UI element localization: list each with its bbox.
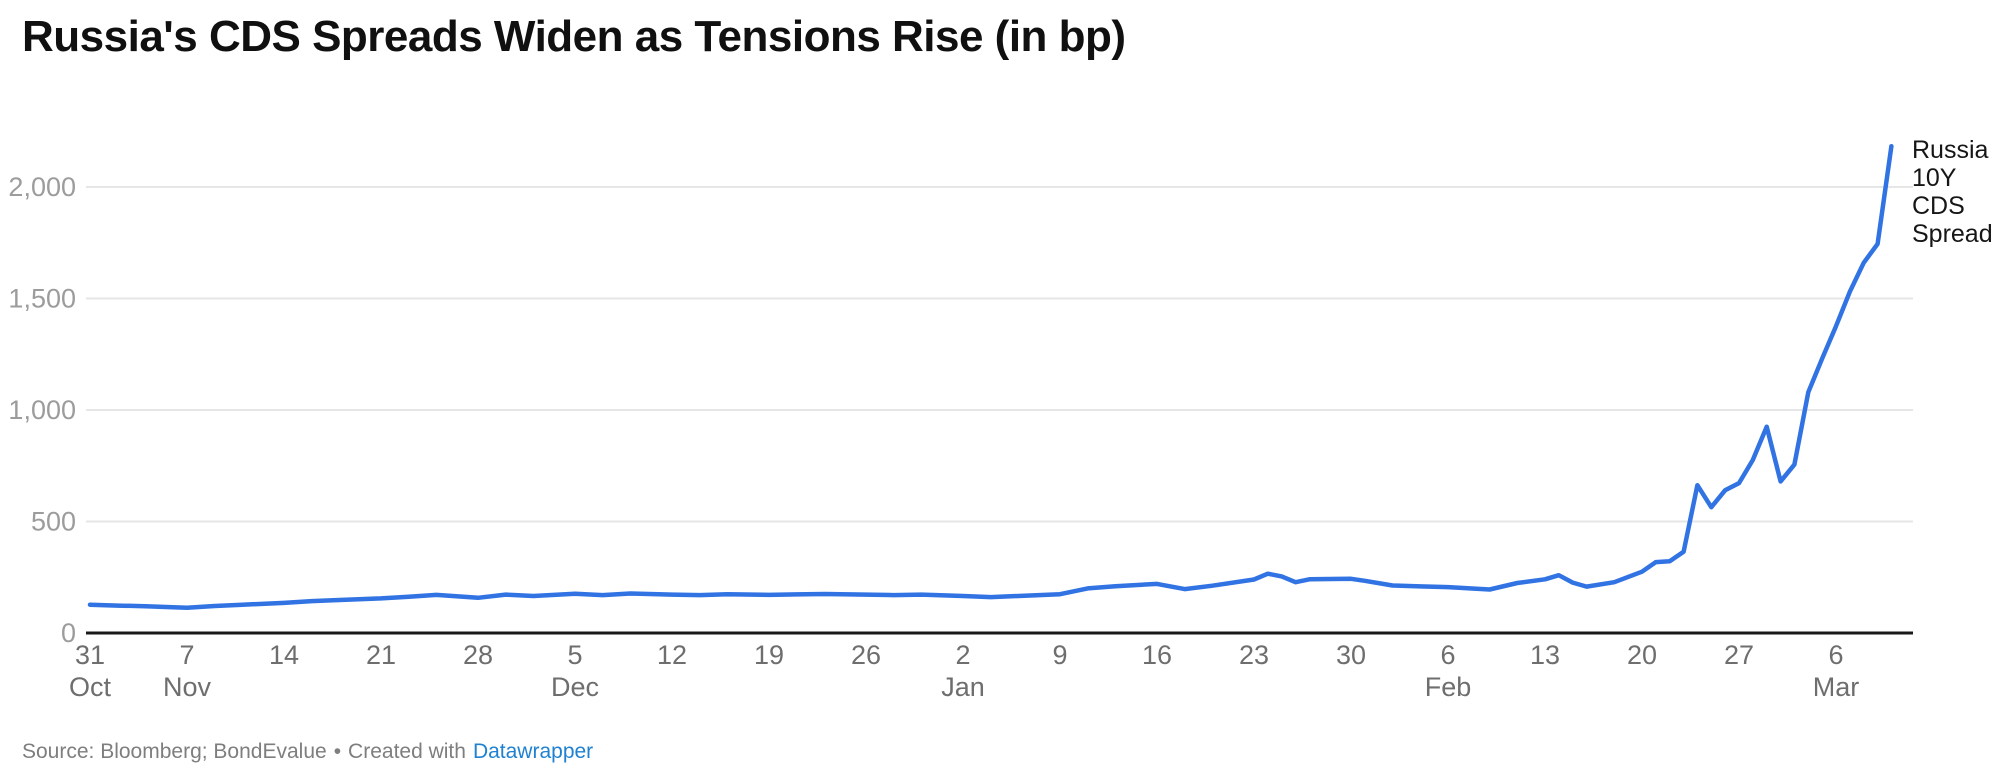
x-month-label: Jan	[941, 672, 985, 702]
x-tick-label: 21	[366, 640, 396, 670]
x-month-label: Nov	[163, 672, 212, 702]
x-tick-label: 27	[1724, 640, 1754, 670]
x-tick-label: 16	[1142, 640, 1172, 670]
series-line	[87, 143, 1894, 611]
attribution-footer: Source: Bloomberg; BondEvalue • Created …	[22, 740, 593, 764]
x-tick-label: 13	[1530, 640, 1560, 670]
x-tick-label: 12	[657, 640, 687, 670]
x-month-label: Dec	[551, 672, 599, 702]
x-tick-label: 9	[1052, 640, 1067, 670]
x-tick-label: 7	[179, 640, 194, 670]
y-tick-label: 500	[31, 507, 76, 537]
x-tick-label: 5	[567, 640, 582, 670]
y-tick-label: 0	[61, 618, 76, 648]
x-tick-label: 19	[754, 640, 784, 670]
x-tick-label: 23	[1239, 640, 1269, 670]
x-month-label: Mar	[1813, 672, 1860, 702]
y-tick-label: 1,500	[8, 284, 76, 314]
chart-title: Russia's CDS Spreads Widen as Tensions R…	[22, 12, 1126, 61]
datawrapper-link[interactable]: Datawrapper	[472, 740, 594, 763]
y-tick-label: 1,000	[8, 395, 76, 425]
x-tick-label: 30	[1336, 640, 1366, 670]
x-tick-label: 31	[75, 640, 105, 670]
x-tick-label: 2	[955, 640, 970, 670]
x-tick-label: 26	[851, 640, 881, 670]
created-with-text: Created with	[348, 740, 466, 763]
bullet-separator: •	[333, 740, 342, 763]
x-month-label: Oct	[69, 672, 112, 702]
x-tick-label: 14	[269, 640, 299, 670]
x-tick-label: 6	[1828, 640, 1843, 670]
source-text: Source: Bloomberg; BondEvalue	[22, 740, 327, 763]
x-tick-label: 28	[463, 640, 493, 670]
y-tick-label: 2,000	[8, 172, 76, 202]
x-month-label: Feb	[1425, 672, 1472, 702]
series-end-label: Russia 10Y CDS Spread	[1912, 136, 1993, 248]
x-tick-label: 20	[1627, 640, 1657, 670]
x-tick-label: 6	[1440, 640, 1455, 670]
